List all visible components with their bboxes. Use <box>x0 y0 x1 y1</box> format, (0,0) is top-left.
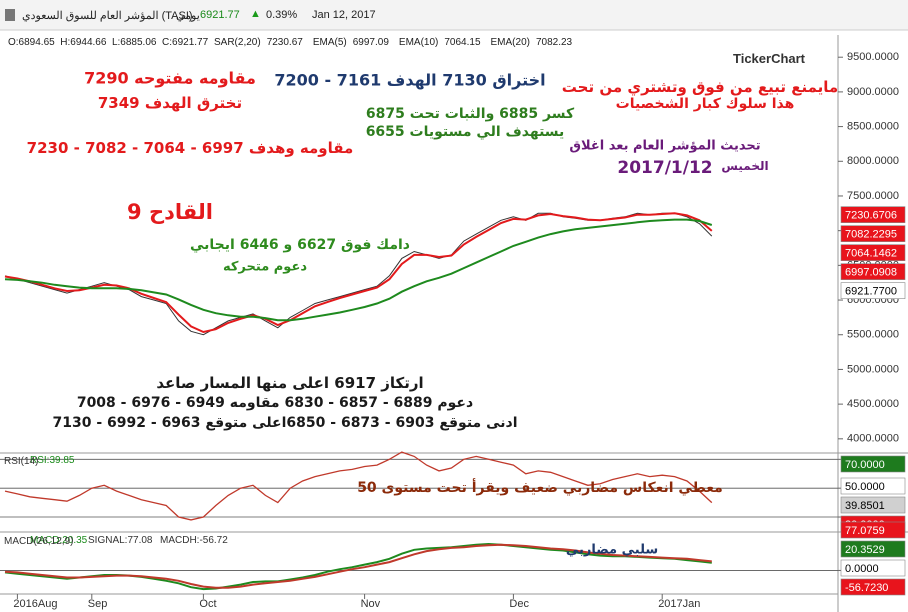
y-tick-label: 8500.0000 <box>847 120 899 132</box>
date: Jan 12, 2017 <box>312 9 376 21</box>
price-tag <box>840 559 906 577</box>
annotation: ادنى متوقع 6903 - 6873 - 6850اعلى متوقع … <box>52 415 518 431</box>
indicator-name: EMA(10) <box>398 37 439 48</box>
x-tick-label: Nov <box>361 598 381 610</box>
annotation: دعوم متحركه <box>222 259 308 275</box>
panel-title: RSI(14) <box>4 456 39 467</box>
y-tick-label: 5000.0000 <box>847 363 899 375</box>
annotation: تحديث المؤشر العام بعد اغلاق <box>569 138 761 154</box>
price-tag-label: 70.0000 <box>845 459 885 471</box>
price-tag-label: 7082.2295 <box>845 229 897 241</box>
price-tag <box>840 455 906 473</box>
series-line <box>4 212 713 336</box>
annotation: 2017/1/12 <box>617 158 713 178</box>
period: يومي <box>176 10 200 22</box>
annotation: سلبي مضاربي <box>565 542 659 558</box>
y-tick-label: 4500.0000 <box>847 398 899 410</box>
indicator-name: EMA(5) <box>312 37 347 48</box>
icon <box>5 9 15 21</box>
price-tag <box>840 206 906 223</box>
last-price: 6921.77 <box>200 9 240 21</box>
ohlc: O:6894.65 H:6944.66 L:6885.06 C:6921.77 <box>8 37 209 48</box>
annotation: مايمنع تبيع من فوق وتشتري من تحت <box>561 78 839 96</box>
price-tag <box>840 521 906 539</box>
series-line <box>4 451 713 521</box>
x-tick-label: 2017Jan <box>658 598 700 610</box>
brand: TickerChart <box>733 51 806 66</box>
x-tick-label: Oct <box>199 598 216 610</box>
annotation: معطي انعكاس مضاربي ضعيف ويقرأ تحت مستوى … <box>357 480 723 496</box>
annotation: يستهدف الي مستويات 6655 <box>365 124 565 140</box>
annotation: تخترق الهدف 7349 <box>97 94 243 112</box>
y-tick-label: 8000.0000 <box>847 155 899 167</box>
price-tag-label: 7064.1462 <box>845 248 897 260</box>
indicator-name: SAR(2,20) <box>214 37 261 48</box>
price-tag <box>840 578 906 596</box>
price-tag <box>840 540 906 558</box>
annotation: كسر 6885 والثبات تحت 6875 <box>365 106 575 122</box>
change: 0.39% <box>266 9 298 21</box>
series-line <box>4 212 713 334</box>
symbol-name-text: المؤشر العام للسوق السعودي <box>22 10 159 22</box>
x-tick-label: 2016Aug <box>13 598 57 610</box>
annotation: مقاومه وهدف 6997 - 7064 - 7082 - 7230 <box>26 139 354 157</box>
price-tag-label: 0.0000 <box>845 563 879 575</box>
price-tag-label: 39.8501 <box>845 500 885 512</box>
indicator-value: 7064.15 <box>444 37 481 48</box>
readout: SIGNAL:77.08 <box>88 535 153 546</box>
indicator-name: EMA(20) <box>490 37 530 48</box>
indicator-value: 7082.23 <box>535 37 573 48</box>
symbol-code: (TASI) <box>161 10 193 22</box>
readout: MACDH:-56.72 <box>160 535 228 546</box>
change-arrow: ▲ <box>250 8 261 20</box>
price-tag-label: -56.7230 <box>845 582 888 594</box>
annotation: دعوم 6889 - 6857 - 6830 مقاومه 6949 - 69… <box>76 395 474 411</box>
y-tick-label: 7500.0000 <box>847 190 899 202</box>
indicator-bar: SAR(2,20) 7230.67 EMA(5) 6997.09 EMA(10) 7064… <box>214 37 572 48</box>
y-tick-label: 9500.0000 <box>847 51 899 63</box>
annotation: ارتكاز 6917 اعلى منها المسار صاعد <box>156 374 424 392</box>
x-tick-label: Sep <box>88 598 108 610</box>
price-tag-label: 7230.6706 <box>845 210 897 222</box>
price-tag <box>840 477 906 495</box>
readout: MACD:20.35 <box>30 535 88 546</box>
readout: RSI:39.85 <box>30 455 75 466</box>
price-tag <box>840 244 906 261</box>
series-line <box>4 218 713 322</box>
panel-title: MACD(26,12,9) <box>4 536 74 547</box>
price-tag-label: 77.0759 <box>845 525 885 537</box>
annotation: القادح 9 <box>127 200 213 224</box>
series-line <box>4 543 712 589</box>
annotation: الخميس <box>721 159 769 173</box>
price-tag-label: 50.0000 <box>845 481 885 493</box>
price-tag <box>840 496 906 514</box>
indicator-value: 7230.67 <box>266 37 303 48</box>
price-tag-label: 20.3529 <box>845 544 885 556</box>
price-tag-label: 6997.0908 <box>845 267 897 279</box>
annotation: مقاومه مفتوحه 7290 <box>84 68 256 88</box>
annotation: اختراق 7130 الهدف 7161 - 7200 <box>274 70 546 90</box>
price-tag <box>840 263 906 280</box>
y-tick-label: 9000.0000 <box>847 86 899 98</box>
x-tick-label: Dec <box>509 598 529 610</box>
indicator-value: 6997.09 <box>352 37 389 48</box>
annotation: دامك فوق 6627 و 6446 ايجابي <box>190 237 410 253</box>
annotation: هذا سلوك كبار الشخصيات <box>615 96 795 112</box>
price-tag <box>840 225 906 242</box>
price-tag <box>840 282 906 299</box>
price-tag-label: 6921.7700 <box>845 286 897 298</box>
y-tick-label: 4000.0000 <box>847 433 899 445</box>
y-tick-label: 5500.0000 <box>847 329 899 341</box>
top-bar <box>0 0 908 30</box>
symbol-name: المؤشر العام للسوق السعودي (TASI) <box>22 9 193 22</box>
